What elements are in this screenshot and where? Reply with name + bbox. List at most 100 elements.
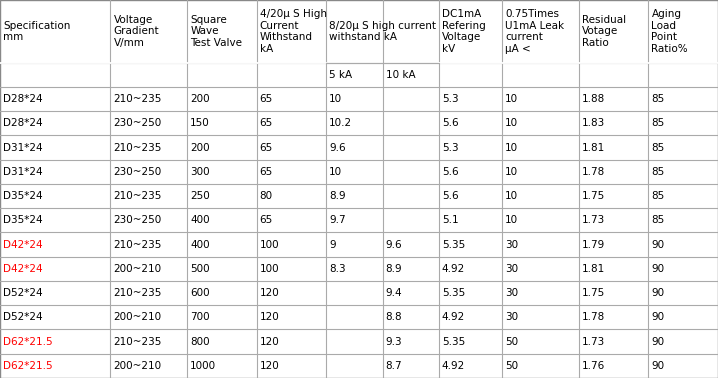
- Text: 5.35: 5.35: [442, 337, 465, 347]
- Text: 4.92: 4.92: [442, 361, 465, 371]
- Text: 200: 200: [190, 143, 210, 153]
- Text: 1.81: 1.81: [582, 143, 605, 153]
- Text: 200~210: 200~210: [113, 312, 162, 322]
- Text: 10: 10: [330, 94, 342, 104]
- Text: 1.83: 1.83: [582, 118, 605, 128]
- Text: 4.92: 4.92: [442, 312, 465, 322]
- Text: 210~235: 210~235: [113, 337, 162, 347]
- Text: D31*24: D31*24: [3, 143, 42, 153]
- Text: 8/20μ S high current
withstand kA: 8/20μ S high current withstand kA: [330, 20, 437, 42]
- Text: 210~235: 210~235: [113, 191, 162, 201]
- Text: 10.2: 10.2: [330, 118, 353, 128]
- Text: 50: 50: [505, 361, 518, 371]
- Text: 65: 65: [260, 215, 273, 225]
- Text: 85: 85: [651, 215, 665, 225]
- Text: 5.35: 5.35: [442, 288, 465, 298]
- Text: 200~210: 200~210: [113, 361, 162, 371]
- Text: 210~235: 210~235: [113, 143, 162, 153]
- Text: 5.6: 5.6: [442, 191, 458, 201]
- Text: 4.92: 4.92: [442, 264, 465, 274]
- Text: 1000: 1000: [190, 361, 216, 371]
- Text: 30: 30: [505, 312, 518, 322]
- Text: 1.78: 1.78: [582, 167, 605, 177]
- Text: 210~235: 210~235: [113, 94, 162, 104]
- Text: 10 kA: 10 kA: [386, 70, 415, 80]
- Text: 10: 10: [505, 215, 518, 225]
- Text: 120: 120: [260, 288, 279, 298]
- Text: 4/20μ S High
Current
Withstand
kA: 4/20μ S High Current Withstand kA: [260, 9, 327, 54]
- Text: D35*24: D35*24: [3, 191, 42, 201]
- Text: 1.73: 1.73: [582, 215, 605, 225]
- Text: 250: 250: [190, 191, 210, 201]
- Text: 120: 120: [260, 312, 279, 322]
- Text: 100: 100: [260, 240, 279, 249]
- Text: 5.3: 5.3: [442, 143, 458, 153]
- Text: 800: 800: [190, 337, 210, 347]
- Text: D28*24: D28*24: [3, 94, 42, 104]
- Text: 10: 10: [505, 143, 518, 153]
- Text: 600: 600: [190, 288, 210, 298]
- Text: 8.7: 8.7: [386, 361, 402, 371]
- Text: Voltage
Gradient
V/mm: Voltage Gradient V/mm: [113, 15, 159, 48]
- Text: 10: 10: [505, 191, 518, 201]
- Text: 400: 400: [190, 215, 210, 225]
- Text: 65: 65: [260, 94, 273, 104]
- Text: 8.9: 8.9: [330, 191, 346, 201]
- Text: 1.78: 1.78: [582, 312, 605, 322]
- Text: 85: 85: [651, 118, 665, 128]
- Text: Aging
Load
Point
Ratio%: Aging Load Point Ratio%: [651, 9, 688, 54]
- Text: 65: 65: [260, 143, 273, 153]
- Text: 90: 90: [651, 361, 665, 371]
- Text: 9.6: 9.6: [330, 143, 346, 153]
- Text: 9.6: 9.6: [386, 240, 402, 249]
- Text: 100: 100: [260, 264, 279, 274]
- Text: 9.3: 9.3: [386, 337, 402, 347]
- Text: 5.3: 5.3: [442, 94, 458, 104]
- Text: 210~235: 210~235: [113, 288, 162, 298]
- Text: 8.3: 8.3: [330, 264, 346, 274]
- Text: 65: 65: [260, 167, 273, 177]
- Text: D62*21.5: D62*21.5: [3, 361, 52, 371]
- Text: 1.79: 1.79: [582, 240, 605, 249]
- Text: 85: 85: [651, 167, 665, 177]
- Text: 9.4: 9.4: [386, 288, 402, 298]
- Text: D28*24: D28*24: [3, 118, 42, 128]
- Text: 1.88: 1.88: [582, 94, 605, 104]
- Text: 5 kA: 5 kA: [330, 70, 353, 80]
- Text: 230~250: 230~250: [113, 167, 162, 177]
- Text: 80: 80: [260, 191, 273, 201]
- Text: 90: 90: [651, 264, 665, 274]
- Text: 150: 150: [190, 118, 210, 128]
- Text: 90: 90: [651, 288, 665, 298]
- Text: 90: 90: [651, 312, 665, 322]
- Text: 50: 50: [505, 337, 518, 347]
- Text: 10: 10: [330, 167, 342, 177]
- Text: Square
Wave
Test Valve: Square Wave Test Valve: [190, 15, 242, 48]
- Text: 1.73: 1.73: [582, 337, 605, 347]
- Text: 5.1: 5.1: [442, 215, 458, 225]
- Text: 8.9: 8.9: [386, 264, 402, 274]
- Text: D35*24: D35*24: [3, 215, 42, 225]
- Text: DC1mA
Refering
Voltage
kV: DC1mA Refering Voltage kV: [442, 9, 485, 54]
- Text: 1.75: 1.75: [582, 288, 605, 298]
- Text: 230~250: 230~250: [113, 215, 162, 225]
- Text: 9: 9: [330, 240, 336, 249]
- Text: 120: 120: [260, 337, 279, 347]
- Text: D42*24: D42*24: [3, 264, 42, 274]
- Text: 85: 85: [651, 143, 665, 153]
- Text: 9.7: 9.7: [330, 215, 346, 225]
- Text: 10: 10: [505, 118, 518, 128]
- Text: 30: 30: [505, 264, 518, 274]
- Text: D31*24: D31*24: [3, 167, 42, 177]
- Text: 1.75: 1.75: [582, 191, 605, 201]
- Text: 90: 90: [651, 337, 665, 347]
- Text: 1.76: 1.76: [582, 361, 605, 371]
- Text: 10: 10: [505, 94, 518, 104]
- Text: 5.35: 5.35: [442, 240, 465, 249]
- Text: 30: 30: [505, 240, 518, 249]
- Text: 85: 85: [651, 191, 665, 201]
- Text: 700: 700: [190, 312, 210, 322]
- Text: 300: 300: [190, 167, 210, 177]
- Text: 5.6: 5.6: [442, 167, 458, 177]
- Text: 8.8: 8.8: [386, 312, 402, 322]
